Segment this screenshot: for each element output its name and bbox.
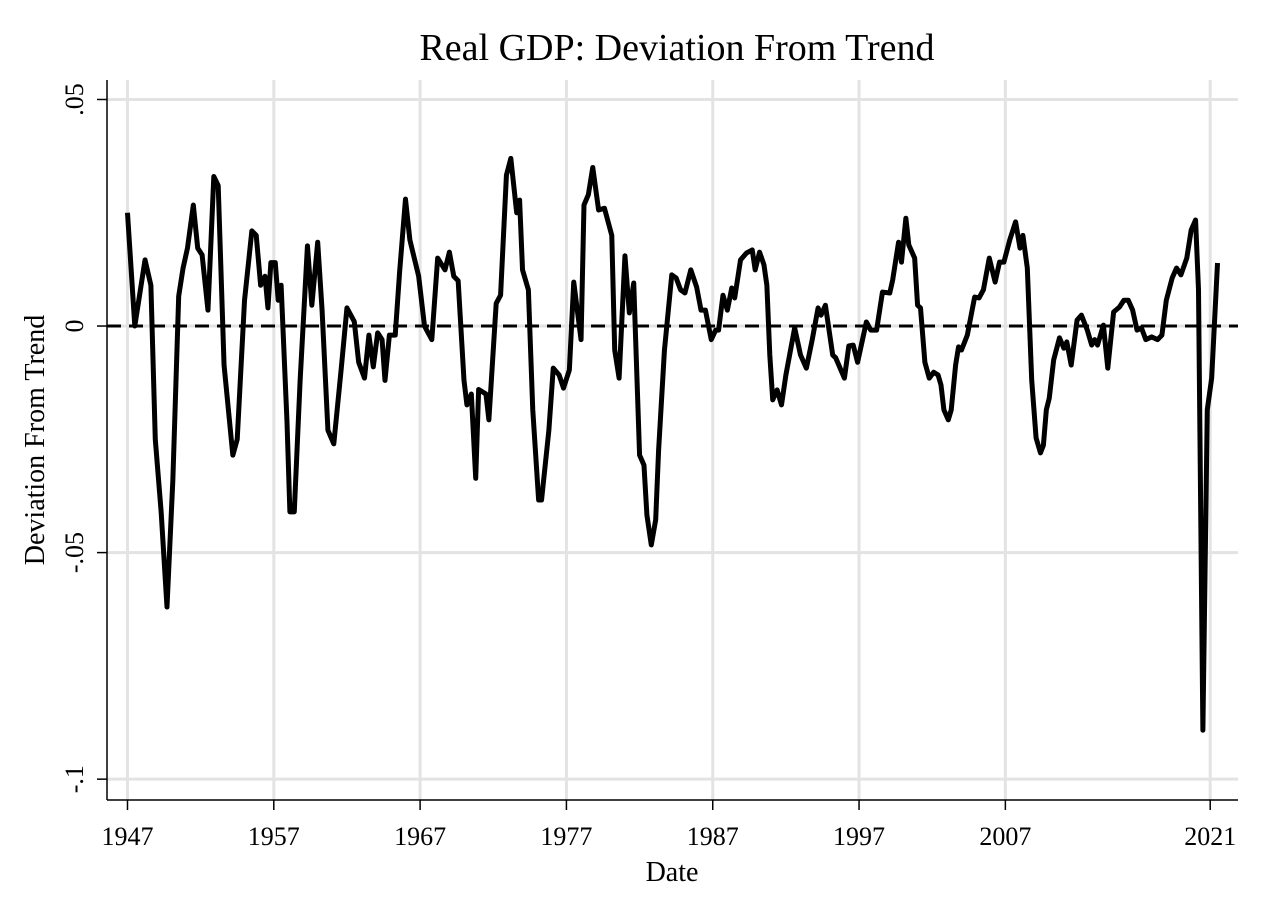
x-tick-label: 2021 bbox=[1184, 822, 1236, 851]
x-tick-label: 1977 bbox=[540, 822, 592, 851]
y-tick-label: -.1 bbox=[60, 765, 89, 793]
y-tick-label: .05 bbox=[60, 83, 89, 116]
x-tick-label: 1957 bbox=[248, 822, 300, 851]
ticks: .05 0 -.05 -.1 1947 1957 1967 1977 1987 1997 2007 2… bbox=[60, 83, 1236, 851]
data-line bbox=[124, 155, 1221, 733]
x-tick-label: 1987 bbox=[687, 822, 739, 851]
x-tick-label: 2007 bbox=[979, 822, 1031, 851]
y-tick-label: -.05 bbox=[60, 532, 89, 573]
x-tick-label: 1947 bbox=[101, 822, 153, 851]
chart-title: Real GDP: Deviation From Trend bbox=[419, 27, 934, 69]
y-tick-label: 0 bbox=[60, 320, 89, 333]
x-tick-label: 1997 bbox=[833, 822, 885, 851]
x-tick-label: 1967 bbox=[394, 822, 446, 851]
y-axis-label: Deviation From Trend bbox=[20, 315, 51, 565]
plot-area bbox=[107, 155, 1238, 733]
x-axis-label: Date bbox=[646, 857, 699, 888]
